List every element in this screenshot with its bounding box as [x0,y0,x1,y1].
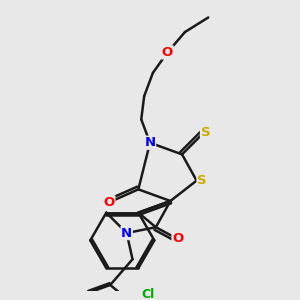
Text: N: N [144,136,156,149]
Text: O: O [162,46,173,59]
Text: Cl: Cl [141,288,154,300]
Text: S: S [197,174,207,187]
Text: O: O [172,232,183,245]
Text: S: S [200,126,210,139]
Text: O: O [103,196,115,209]
Text: N: N [121,226,132,239]
